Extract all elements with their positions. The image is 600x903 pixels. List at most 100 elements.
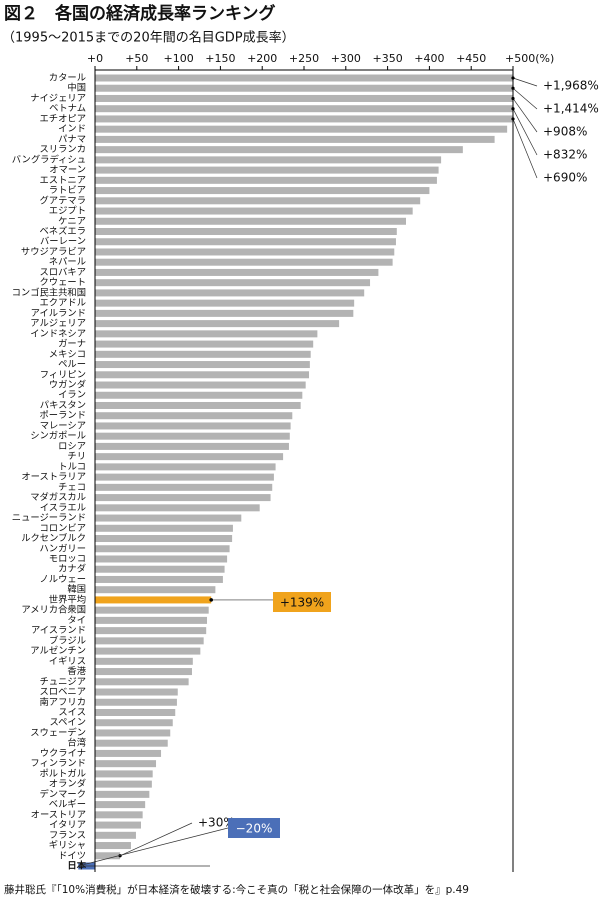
category-label: フィンランド [30,758,86,769]
bar [95,688,178,696]
bar [95,391,303,399]
bar [95,320,340,328]
bar [95,575,223,583]
category-label: ケニア [58,216,86,227]
bar [95,524,233,532]
value-label: +1,968% [543,79,599,93]
bar [95,555,228,563]
x-tick-label: +50 [125,52,148,65]
category-label: ハンガリー [40,543,87,554]
category-label: グアテマラ [40,194,87,206]
bar [95,187,430,195]
bar [95,678,189,686]
value-label: +1,414% [543,102,599,116]
x-tick-label: +350 [372,52,402,65]
category-label: ニュージーランド [12,513,86,524]
category-label: エストニア [40,175,87,186]
bar [95,94,513,102]
bar [95,146,463,154]
category-label: アルジェリア [30,318,86,329]
category-label: マダガスカル [30,491,86,503]
category-label: シンガポール [30,431,86,442]
category-label: フィリピン [40,369,86,380]
marker [209,598,214,602]
leader-line [512,118,538,179]
leader-line [512,87,538,110]
bar [95,739,168,747]
category-label: ベトナム [49,103,86,114]
bar [95,412,293,420]
category-label: スロベニア [40,687,87,698]
category-label: ウガンダ [49,379,86,391]
bar [95,330,318,338]
bar [95,637,204,645]
category-label: スロバキア [40,267,87,278]
bar [95,596,212,604]
value-label: +908% [543,125,587,139]
bar [95,258,393,266]
bar [95,350,311,358]
x-tick-label: +450 [456,52,486,65]
bar [95,84,513,92]
bar [95,504,260,512]
category-label: パキスタン [40,400,86,411]
bar [95,790,150,798]
category-label: チュニジア [40,676,87,687]
category-label: アイスランド [31,625,86,636]
x-tick-label: +100 [163,52,193,65]
bar [95,514,242,522]
category-label: トルコ [58,461,86,472]
bar [95,125,508,133]
category-label: イスラエル [40,502,86,513]
bar [95,238,396,246]
category-label: チリ [67,451,86,462]
bar [95,616,208,624]
category-label: ナイジェリア [30,93,86,104]
category-label: カナダ [58,563,86,575]
category-label: オマーン [49,165,86,176]
category-label: オーストリア [31,809,86,820]
category-label: オーストラリア [21,472,86,483]
category-label: インドネシア [30,328,86,339]
category-label: エクアドル [40,298,87,309]
x-tick-label: +250 [289,52,319,65]
category-label: エジプト [49,206,86,217]
bar [95,473,274,481]
leader-line [119,822,193,857]
category-label: エチオピア [40,113,87,124]
bar [95,668,192,676]
bar [95,422,291,430]
bars [78,74,513,870]
bar [95,545,230,553]
category-label: メキシコ [49,349,86,360]
bar [95,381,306,389]
category-label: カタール [49,73,86,84]
category-label: 中国 [67,82,86,94]
category-label: ルクセンブルク [21,532,86,544]
chart-title: 図２ 各国の経済成長率ランキング [4,3,276,24]
category-label: 日本 [67,860,86,872]
category-label: ポーランド [40,410,87,421]
bar [95,248,395,256]
bar [95,821,141,829]
category-label: イタリア [49,820,86,831]
bar [95,801,146,809]
category-label: 台湾 [67,737,86,749]
category-label: フランス [49,830,86,841]
leader-line [78,827,229,867]
bar [95,811,143,819]
category-label: 香港 [67,665,86,677]
category-label: スウェーデン [30,726,86,738]
category-label: スペイン [49,717,86,728]
value-label: +30% [198,816,235,830]
category-label: ロシア [58,441,86,452]
category-label: チェコ [58,482,86,493]
x-tick-label: +500(%) [505,52,554,65]
bar [95,749,162,757]
category-label: クウェート [40,277,87,288]
value-label: −20% [236,822,273,836]
x-tick-label: +400 [414,52,444,65]
bar [95,442,289,450]
category-label: アメリカ合衆国 [21,604,86,616]
